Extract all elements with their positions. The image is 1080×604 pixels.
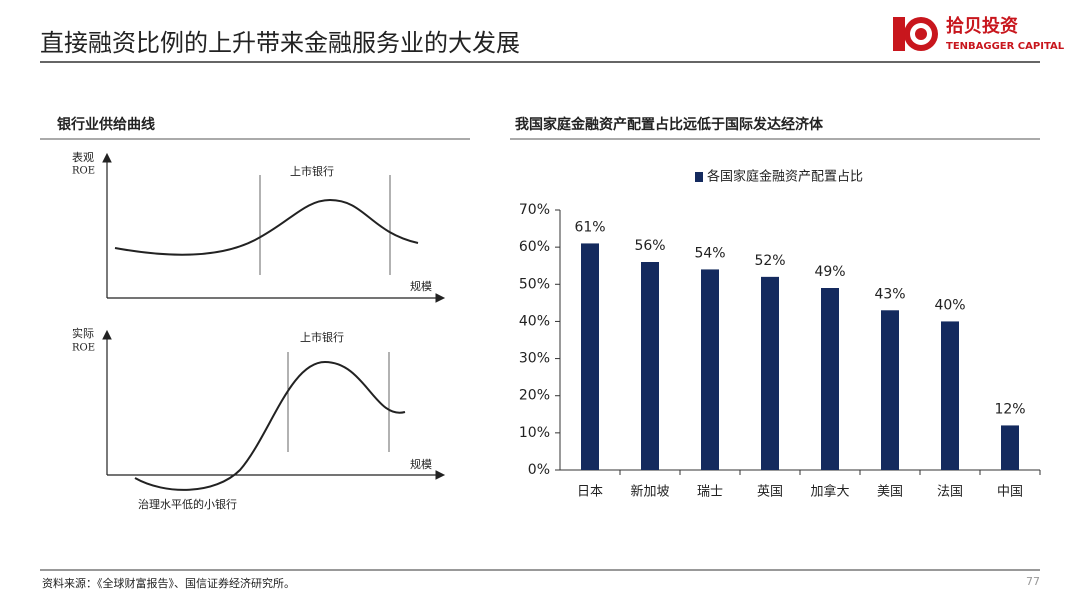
y-tick-label: 10% [519, 425, 550, 441]
bar [821, 288, 839, 470]
panel-title: 银行业供给曲线 [57, 116, 155, 133]
x-tick-label: 法国 [937, 485, 963, 500]
value-label: 49% [814, 264, 845, 280]
x-tick-label: 日本 [577, 485, 603, 500]
bar [881, 310, 899, 470]
bar [641, 262, 659, 470]
bar [1001, 425, 1019, 470]
region-label: 上市银行 [300, 330, 344, 344]
y-tick-label: 40% [519, 313, 550, 329]
x-tick-label: 瑞士 [697, 485, 723, 500]
bar [701, 269, 719, 470]
legend-key [695, 172, 703, 182]
x-axis-label: 规模 [410, 457, 432, 471]
region-label: 上市银行 [290, 164, 334, 178]
value-label: 61% [574, 219, 605, 235]
y-axis-label: ROE [72, 166, 95, 177]
x-tick-label: 加拿大 [810, 484, 849, 500]
value-label: 56% [634, 238, 665, 254]
bar [581, 243, 599, 470]
y-axis-label: ROE [72, 343, 95, 354]
y-tick-label: 20% [519, 388, 550, 404]
logo-icon [893, 17, 938, 51]
y-tick-label: 70% [519, 202, 550, 218]
value-label: 54% [694, 245, 725, 261]
y-tick-label: 30% [519, 351, 550, 367]
slide-title: 直接融资比例的上升带来金融服务业的大发展 [40, 29, 520, 57]
x-tick-label: 美国 [877, 485, 903, 500]
x-tick-label: 英国 [757, 485, 783, 500]
supply-diagram-top [102, 152, 446, 303]
source-note: 资料来源：《全球财富报告》、国信证券经济研究所。 [42, 576, 295, 590]
y-tick-label: 60% [519, 239, 550, 255]
note-label: 治理水平低的小银行 [138, 497, 237, 511]
value-label: 52% [754, 253, 785, 269]
logo-en: TENBAGGER CAPITAL [946, 41, 1065, 52]
logo-cn: 拾贝投资 [946, 15, 1018, 37]
x-tick-label: 新加坡 [630, 484, 669, 500]
value-label: 12% [994, 401, 1025, 417]
page-number: 77 [1026, 575, 1040, 588]
y-axis-label: 表观 [72, 150, 94, 164]
chart-title: 我国家庭金融资产配置占比远低于国际发达经济体 [515, 116, 824, 133]
supply-diagram-bottom [102, 329, 446, 491]
y-tick-label: 50% [519, 276, 550, 292]
bar [941, 321, 959, 470]
value-label: 40% [934, 297, 965, 313]
x-tick-label: 中国 [997, 485, 1023, 500]
legend-label: 各国家庭金融资产配置占比 [707, 169, 863, 185]
bar [761, 276, 779, 470]
y-tick-label: 0% [528, 462, 550, 478]
y-axis-label: 实际 [72, 326, 94, 340]
x-axis-label: 规模 [410, 279, 432, 293]
value-label: 43% [874, 286, 905, 302]
